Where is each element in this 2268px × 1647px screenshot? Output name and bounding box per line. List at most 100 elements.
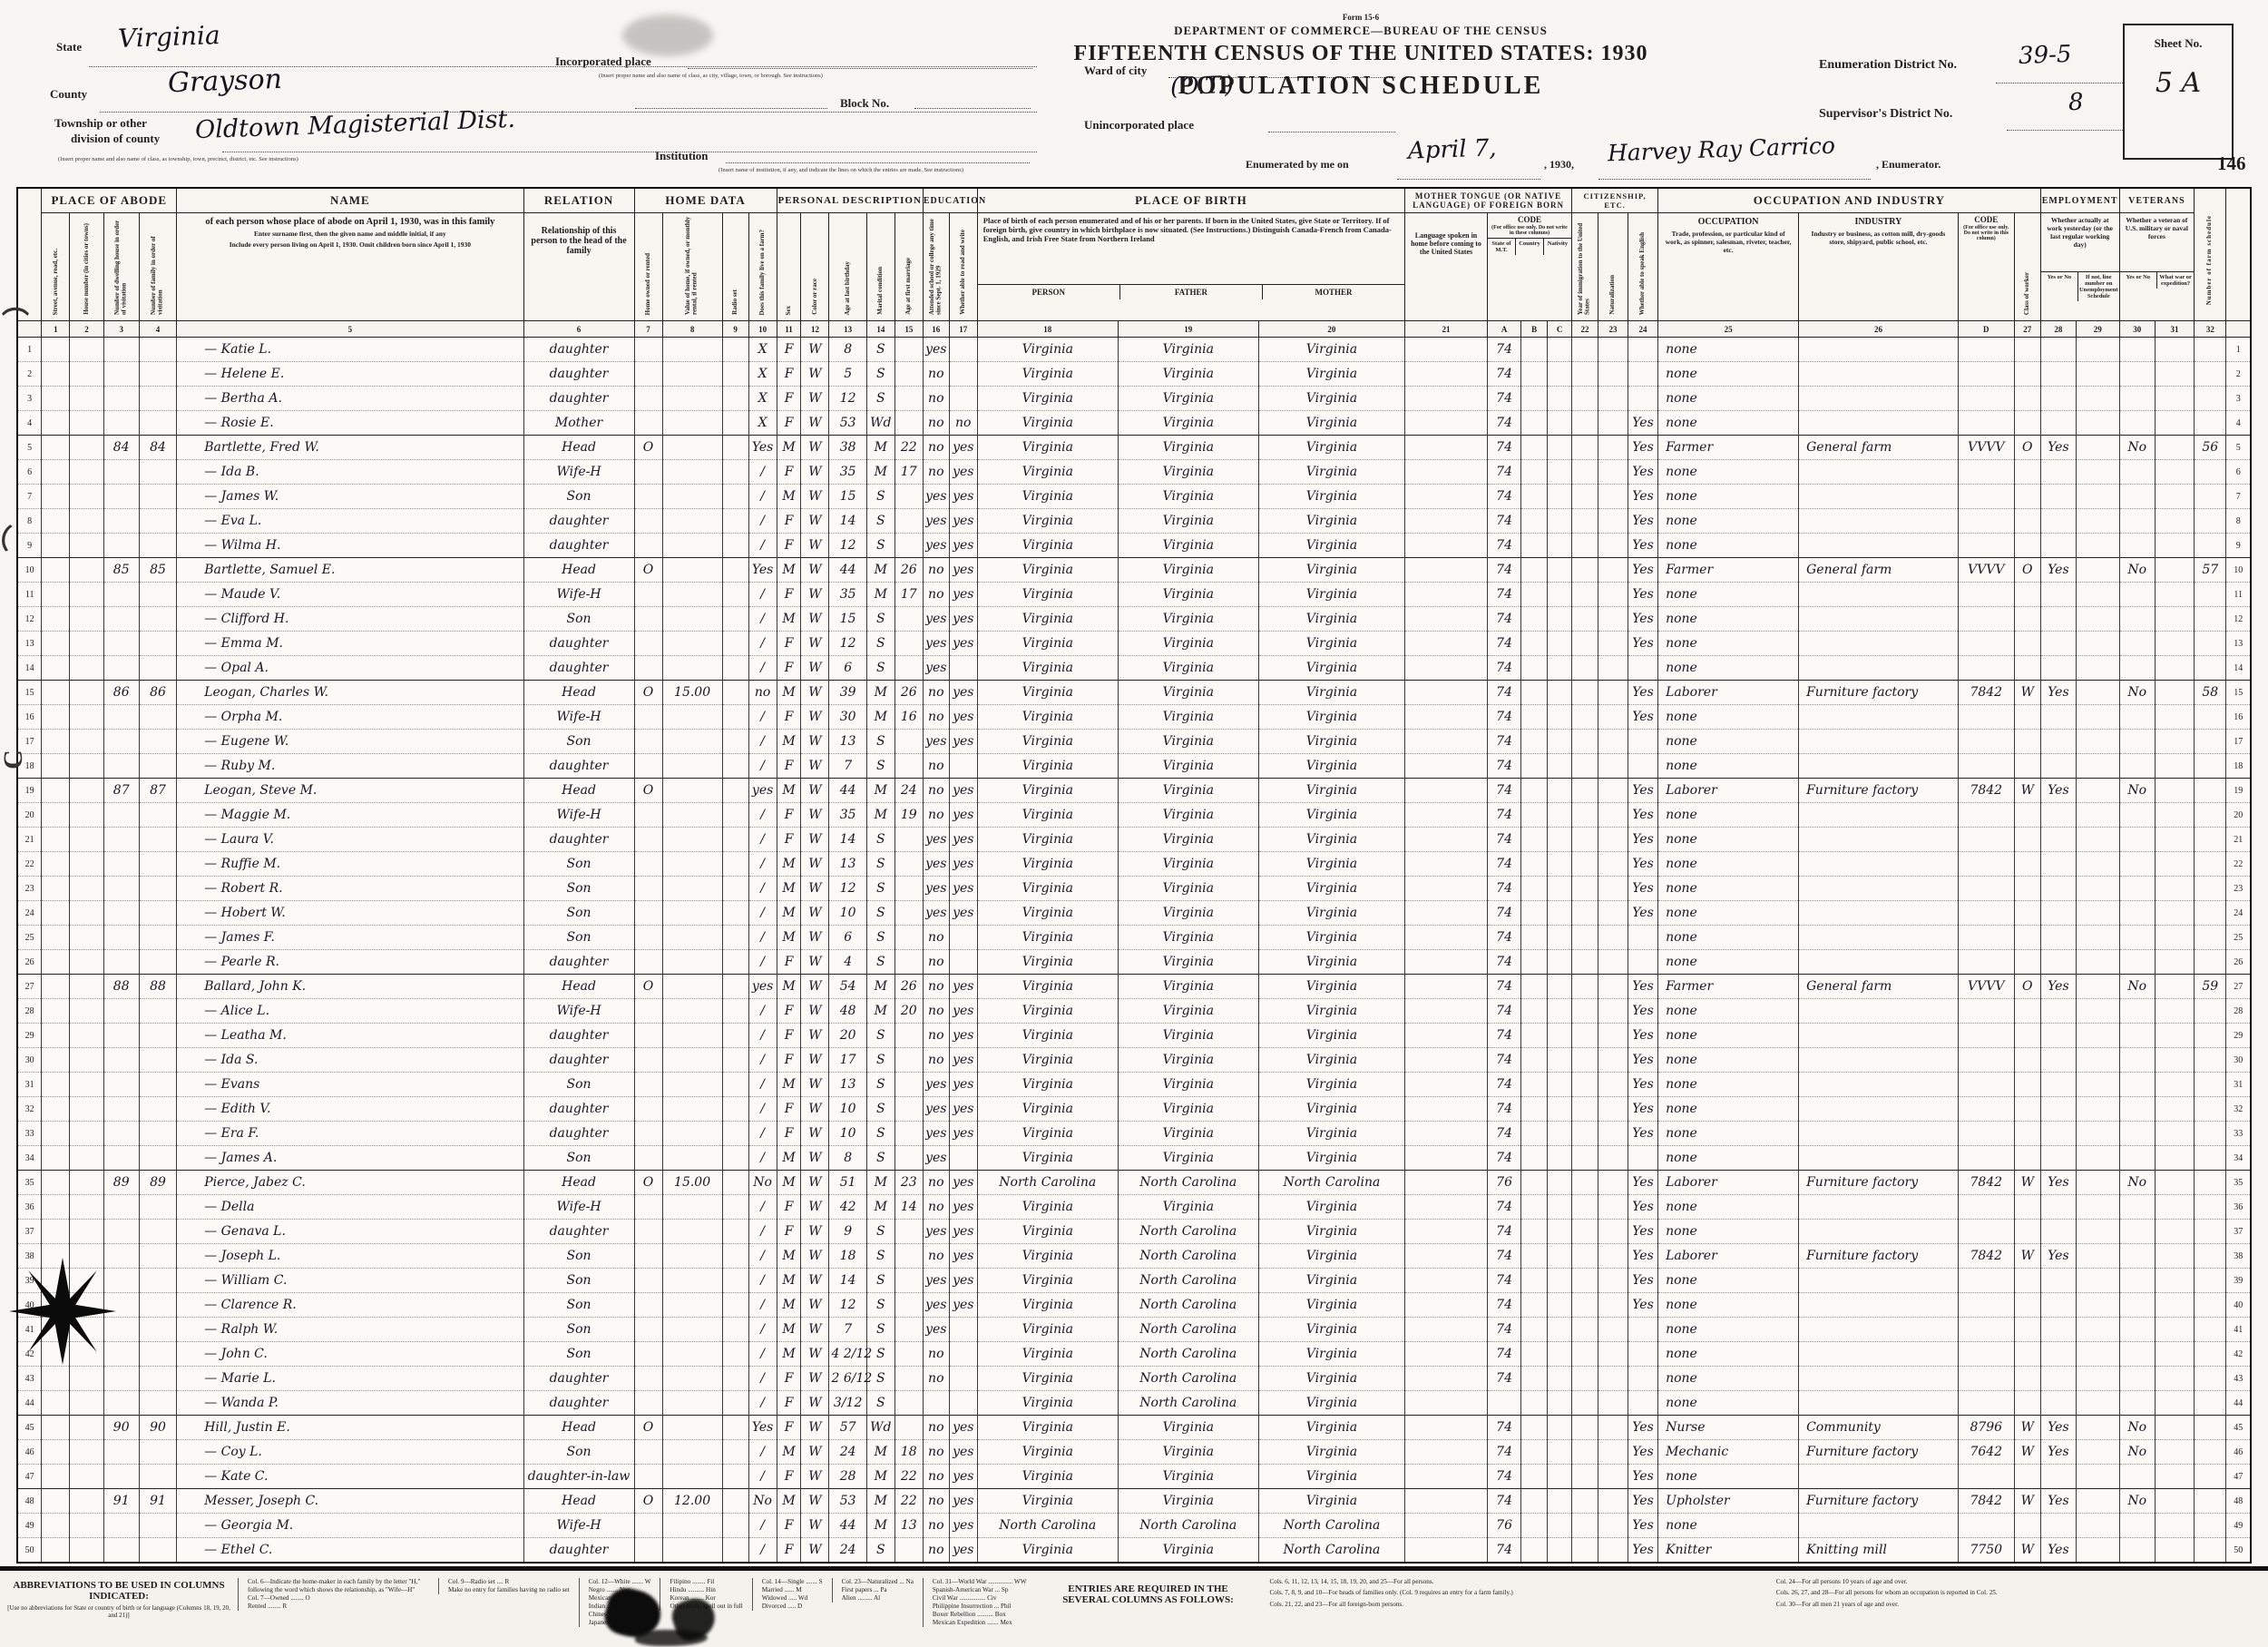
group-occupation-industry: OCCUPATION AND INDUSTRY — [1657, 187, 2041, 213]
column-number — [16, 320, 43, 338]
cell-fam — [139, 1439, 178, 1465]
cell-fs — [2194, 508, 2227, 534]
cell-yi — [1571, 533, 1598, 558]
cell-hn — [69, 900, 104, 926]
cell-war — [2155, 900, 2195, 926]
cell-ind — [1798, 1366, 1959, 1391]
cell-war — [2155, 925, 2195, 950]
cell-rel: Son — [523, 925, 635, 950]
cell-radio — [722, 1292, 749, 1318]
cell-bf: Virginia — [1118, 1537, 1259, 1564]
cell-color: W — [800, 704, 830, 730]
cell-eng — [1628, 361, 1659, 387]
cell-val — [662, 1243, 723, 1269]
cell-bm: Virginia — [1258, 851, 1406, 877]
group-name: NAME — [176, 187, 524, 213]
cell-farm: / — [748, 802, 777, 828]
cell-bp: Virginia — [977, 435, 1119, 460]
cell-rel: daughter — [523, 1121, 635, 1146]
cell-ind — [1798, 1268, 1959, 1293]
cell-cd — [1958, 386, 2015, 411]
cell-hn — [69, 1513, 104, 1538]
cell-eng: Yes — [1628, 435, 1659, 460]
cell-sch: no — [923, 1513, 950, 1538]
cell-own — [634, 753, 663, 779]
cell-yi — [1571, 1023, 1598, 1048]
cell-st — [41, 1317, 71, 1342]
cell-own — [634, 851, 663, 877]
cell-st — [41, 631, 71, 656]
cell-val — [662, 1366, 723, 1391]
cell-ln: 45 — [17, 1415, 43, 1440]
cell-farm: / — [748, 900, 777, 926]
cell-ind — [1798, 1047, 1959, 1073]
cell-name: — Pearle R. — [176, 949, 524, 975]
cell-war — [2155, 802, 2195, 828]
cell-fam — [139, 606, 178, 632]
cell-rel: daughter — [523, 1096, 635, 1122]
cell-st — [41, 1292, 71, 1318]
cell-color: W — [800, 876, 830, 901]
cell-rw — [949, 1390, 978, 1416]
cell-vet — [2119, 386, 2156, 411]
cell-emp — [2040, 533, 2077, 558]
cell-hn — [69, 1096, 104, 1122]
cell-ul — [2076, 1464, 2120, 1489]
cell-rel: Son — [523, 1317, 635, 1342]
cell-yi — [1571, 606, 1598, 632]
cell-ind — [1798, 337, 1959, 362]
cell-rel: Son — [523, 484, 635, 509]
cell-vet — [2119, 484, 2156, 509]
cell-rel: Son — [523, 729, 635, 754]
col-age-first-marriage: Age at first marriage — [894, 212, 924, 321]
state-line — [89, 65, 1037, 67]
cell-name: — Della — [176, 1194, 524, 1220]
cell-cb — [1520, 753, 1549, 779]
cell-mar: S — [866, 753, 895, 779]
cell-cd — [1958, 1023, 2015, 1048]
cell-yi — [1571, 1439, 1598, 1465]
cell-bm: Virginia — [1258, 1488, 1406, 1514]
column-number: 14 — [865, 320, 895, 338]
cell-occ: none — [1657, 1268, 1800, 1293]
cell-rw: yes — [949, 729, 978, 754]
cell-war — [2155, 484, 2195, 509]
cell-war — [2155, 1047, 2195, 1073]
cell-rel: Head — [523, 1170, 635, 1195]
cell-nat — [1598, 557, 1629, 583]
cell-hn — [69, 337, 104, 362]
cell-fs: 59 — [2194, 974, 2227, 999]
cell-color: W — [800, 1415, 830, 1440]
cell-cc — [1547, 1096, 1572, 1122]
cell-rel: Head — [523, 557, 635, 583]
cell-ln: 14 — [17, 655, 43, 681]
cell-yi — [1571, 1072, 1598, 1097]
cell-dw — [103, 655, 140, 681]
cell-cls: W — [2014, 680, 2041, 705]
cell-fs — [2194, 361, 2227, 387]
cell-radio — [722, 925, 749, 950]
cell-nat — [1598, 876, 1629, 901]
cell-emp — [2040, 1072, 2077, 1097]
cell-fs — [2194, 1464, 2227, 1489]
cell-val — [662, 655, 723, 681]
cell-bm: Virginia — [1258, 1047, 1406, 1073]
cell-nat — [1598, 337, 1629, 362]
cell-val — [662, 337, 723, 362]
cell-vet — [2119, 1341, 2156, 1367]
cell-own — [634, 998, 663, 1024]
cell-own — [634, 484, 663, 509]
group-relation: RELATION — [523, 187, 635, 213]
cell-emp: Yes — [2040, 1243, 2077, 1269]
column-number: B — [1520, 320, 1549, 338]
cell-ca: 74 — [1487, 900, 1522, 926]
cell-eng — [1628, 337, 1659, 362]
cell-cb — [1520, 1194, 1549, 1220]
cell-st — [41, 410, 71, 436]
cell-afm — [894, 1341, 924, 1367]
cell-farm: / — [748, 1390, 777, 1416]
cell-name: — Laura V. — [176, 827, 524, 852]
cell-cb — [1520, 655, 1549, 681]
